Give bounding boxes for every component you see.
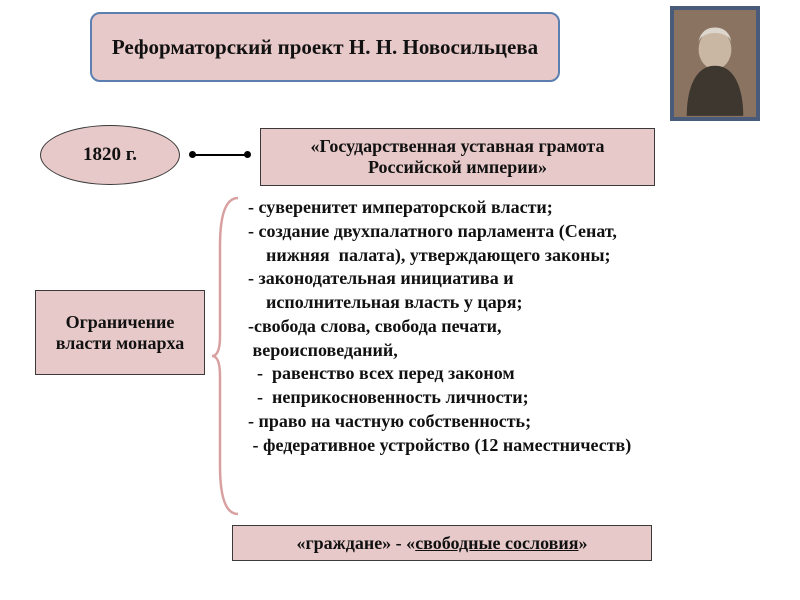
principles-list: - суверенитет императорской власти; - со…: [248, 196, 758, 457]
title-text: Реформаторский проект Н. Н. Новосильцева: [112, 35, 538, 60]
citizens-box: «граждане» - «свободные сословия»: [232, 525, 652, 561]
year-ellipse: 1820 г.: [40, 125, 180, 185]
title-box: Реформаторский проект Н. Н. Новосильцева: [90, 12, 560, 82]
connector-line: [192, 154, 248, 156]
citizens-prefix: «граждане» - «: [296, 533, 415, 554]
limit-text: Ограничение власти монарха: [44, 312, 196, 354]
principle-item: - равенство всех перед законом: [248, 362, 758, 386]
principle-item: - федеративное устройство (12 наместниче…: [248, 434, 758, 458]
brace-icon: [210, 196, 240, 516]
principle-item: нижняя палата), утверждающего законы;: [248, 244, 758, 268]
charter-box: «Государственная уставная грамота Россий…: [260, 128, 655, 186]
year-text: 1820 г.: [83, 144, 137, 166]
principle-item: - законодательная инициатива и: [248, 267, 758, 291]
principle-item: -свобода слова, свобода печати,: [248, 315, 758, 339]
citizens-underlined: свободные сословия: [415, 533, 578, 554]
portrait-placeholder-icon: [674, 10, 756, 117]
principle-item: вероисповеданий,: [248, 339, 758, 363]
principle-item: исполнительная власть у царя;: [248, 291, 758, 315]
principle-item: - неприкосновенность личности;: [248, 386, 758, 410]
principle-item: - создание двухпалатного парламента (Сен…: [248, 220, 758, 244]
principle-item: - суверенитет императорской власти;: [248, 196, 758, 220]
charter-text: «Государственная уставная грамота Россий…: [269, 136, 646, 178]
citizens-suffix: »: [579, 533, 588, 554]
portrait-image: [670, 6, 760, 121]
principle-item: - право на частную собственность;: [248, 410, 758, 434]
limit-box: Ограничение власти монарха: [35, 290, 205, 375]
